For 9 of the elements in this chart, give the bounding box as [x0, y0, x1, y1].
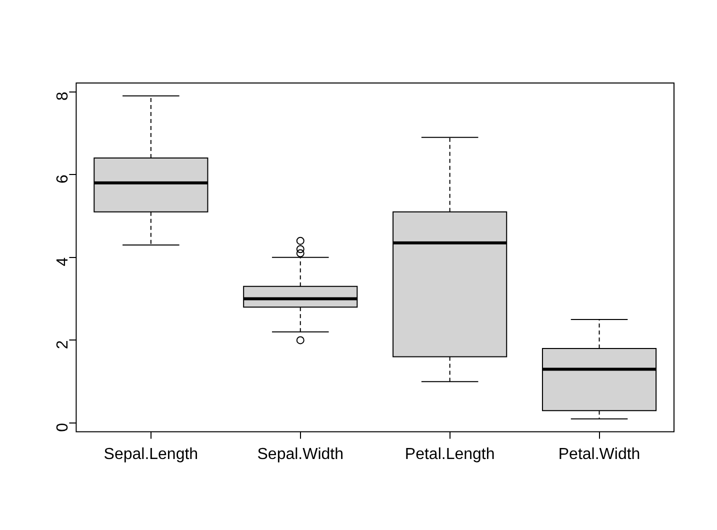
x-tick-label: Sepal.Length [104, 446, 198, 463]
y-tick-label: 2 [54, 340, 72, 350]
y-tick-label: 8 [54, 92, 72, 101]
y-tick-label: 0 [54, 422, 72, 432]
x-tick-label: Petal.Width [558, 446, 640, 463]
y-tick-label: 4 [54, 257, 72, 266]
x-tick-label: Sepal.Width [257, 446, 344, 463]
y-tick-label: 6 [54, 174, 72, 184]
x-tick-label: Petal.Length [404, 446, 495, 463]
